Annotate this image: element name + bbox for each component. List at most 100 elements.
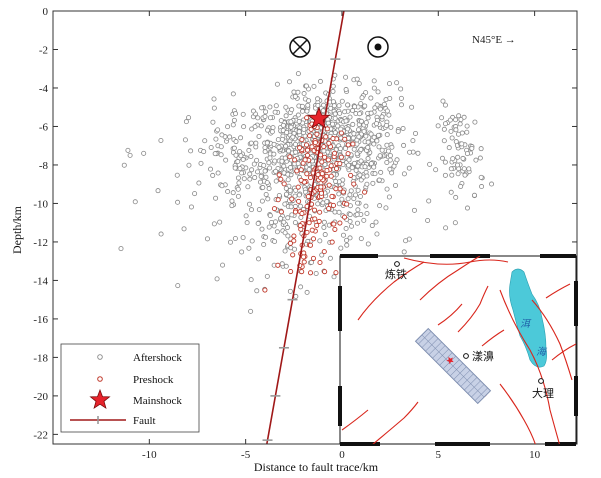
aftershock-point <box>355 220 361 226</box>
preshock-point <box>291 233 297 239</box>
aftershock-point <box>118 246 124 252</box>
aftershock-point <box>386 81 392 87</box>
aftershock-point <box>330 99 336 105</box>
aftershock-point <box>427 161 433 167</box>
aftershock-point <box>466 166 472 172</box>
aftershock-point <box>286 148 292 154</box>
aftershock-point <box>225 189 231 195</box>
preshock-point <box>296 198 302 204</box>
aftershock-point <box>365 115 371 121</box>
aftershock-point <box>265 196 271 202</box>
preshock-point <box>330 202 337 208</box>
aftershock-point <box>331 103 337 109</box>
aftershock-point <box>342 109 348 115</box>
aftershock-point <box>211 105 217 111</box>
aftershock-point <box>386 194 392 200</box>
aftershock-point <box>292 93 298 99</box>
aftershock-point <box>472 119 478 125</box>
aftershock-point <box>232 111 238 117</box>
aftershock-point <box>250 108 256 114</box>
aftershock-point <box>415 150 421 156</box>
aftershock-point <box>388 124 394 130</box>
preshock-point <box>291 238 297 244</box>
aftershock-point <box>364 173 370 179</box>
map-fault-trace <box>499 383 536 444</box>
aftershock-point <box>202 138 208 144</box>
aftershock-point <box>372 105 378 111</box>
aftershock-point <box>385 148 391 154</box>
aftershock-point <box>241 124 247 130</box>
aftershock-point <box>267 165 273 171</box>
aftershock-point <box>394 157 400 163</box>
y-tick-label: -2 <box>39 44 48 56</box>
aftershock-point <box>457 121 463 127</box>
aftershock-point <box>387 153 393 159</box>
aftershock-point <box>453 117 459 123</box>
aftershock-point <box>259 226 265 232</box>
aftershock-point <box>230 122 236 128</box>
aftershock-point <box>345 126 351 132</box>
aftershock-point <box>208 166 214 172</box>
aftershock-point <box>158 231 164 237</box>
aftershock-point <box>346 157 352 163</box>
legend-entry-label: Aftershock <box>133 352 182 364</box>
aftershock-point <box>198 160 204 166</box>
aftershock-point <box>350 108 356 114</box>
y-tick-label: 0 <box>43 6 49 18</box>
direction-label: N45°E → <box>472 34 516 46</box>
aftershock-point <box>256 256 262 262</box>
aftershock-point <box>394 80 400 86</box>
aftershock-point <box>267 115 273 121</box>
aftershock-point <box>181 226 187 232</box>
preshock-point <box>299 137 305 143</box>
aftershock-point <box>368 161 374 167</box>
aftershock-point <box>347 212 353 218</box>
preshock-point <box>321 249 327 255</box>
map-label: 漾濞 <box>472 349 494 363</box>
aftershock-point <box>303 83 309 89</box>
aftershock-point <box>479 184 485 190</box>
legend-box <box>60 343 200 433</box>
aftershock-point <box>442 102 448 108</box>
aftershock-point <box>426 198 432 204</box>
aftershock-point <box>365 144 371 150</box>
preshock-point <box>325 157 331 163</box>
aftershock-point <box>346 162 352 168</box>
aftershock-point <box>374 231 380 237</box>
aftershock-point <box>288 204 294 210</box>
aftershock-point <box>275 137 281 143</box>
preshock-point <box>338 154 344 160</box>
aftershock-point <box>232 235 238 241</box>
aftershock-point <box>201 149 207 155</box>
aftershock-point <box>328 105 334 111</box>
aftershock-point <box>127 152 133 158</box>
aftershock-point <box>354 76 360 82</box>
aftershock-point <box>217 219 223 225</box>
aftershock-point <box>254 157 260 163</box>
aftershock-point <box>379 114 385 120</box>
aftershock-point <box>287 187 293 193</box>
aftershock-point <box>233 139 239 145</box>
aftershock-point <box>264 273 270 279</box>
aftershock-point <box>384 142 390 148</box>
aftershock-point <box>265 127 271 133</box>
aftershock-point <box>355 163 361 169</box>
aftershock-point <box>343 118 349 124</box>
aftershock-point <box>301 126 307 132</box>
aftershock-point <box>267 213 273 219</box>
aftershock-point <box>354 141 360 147</box>
aftershock-point <box>383 123 389 129</box>
preshock-point <box>306 220 312 226</box>
aftershock-point <box>282 155 288 161</box>
aftershock-point <box>322 162 328 168</box>
preshock-point <box>292 209 299 215</box>
aftershock-point <box>292 203 298 209</box>
aftershock-point <box>448 128 454 134</box>
preshock-point <box>287 154 293 160</box>
aftershock-point <box>282 230 288 236</box>
aftershock-point <box>449 135 455 141</box>
aftershock-point <box>225 124 231 130</box>
preshock-point <box>345 151 351 157</box>
aftershock-point <box>121 162 127 168</box>
preshock-point <box>299 210 305 217</box>
